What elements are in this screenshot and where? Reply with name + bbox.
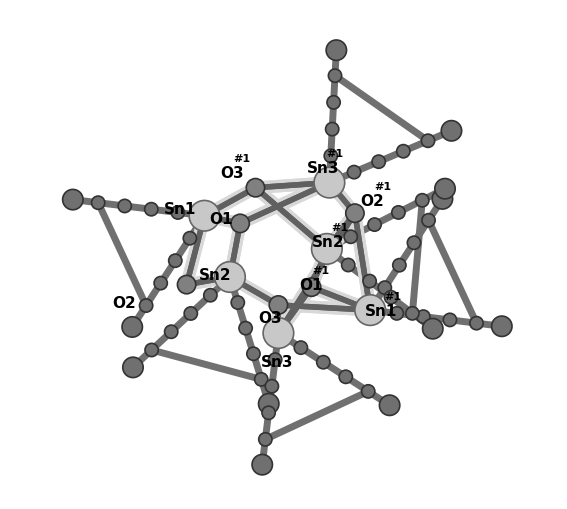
Circle shape: [344, 231, 357, 244]
Circle shape: [317, 356, 330, 369]
Circle shape: [177, 276, 196, 294]
Text: #1: #1: [374, 182, 391, 192]
Circle shape: [154, 277, 167, 290]
Circle shape: [164, 325, 178, 338]
Circle shape: [252, 455, 272, 475]
Circle shape: [231, 296, 244, 309]
Circle shape: [348, 166, 361, 179]
Circle shape: [324, 150, 337, 163]
Text: #1: #1: [384, 291, 401, 301]
Circle shape: [378, 281, 391, 295]
Circle shape: [91, 196, 105, 210]
Text: Sn1: Sn1: [164, 201, 196, 216]
Circle shape: [492, 317, 512, 337]
Circle shape: [326, 41, 346, 61]
Text: O1: O1: [210, 211, 233, 227]
Circle shape: [384, 291, 397, 304]
Circle shape: [363, 275, 376, 288]
Circle shape: [168, 254, 182, 268]
Text: Sn3: Sn3: [261, 354, 293, 369]
Text: Sn1: Sn1: [365, 303, 397, 318]
Circle shape: [269, 353, 282, 366]
Text: Sn2: Sn2: [200, 267, 232, 282]
Circle shape: [422, 214, 435, 228]
Circle shape: [62, 190, 83, 210]
Circle shape: [346, 205, 364, 223]
Circle shape: [441, 121, 462, 142]
Text: #1: #1: [234, 154, 251, 164]
Circle shape: [328, 70, 342, 83]
Circle shape: [362, 385, 375, 398]
Circle shape: [407, 237, 421, 250]
Circle shape: [390, 307, 403, 320]
Circle shape: [123, 357, 143, 378]
Circle shape: [231, 215, 249, 233]
Circle shape: [122, 317, 142, 337]
Circle shape: [204, 289, 217, 302]
Text: #1: #1: [326, 149, 343, 159]
Circle shape: [339, 371, 353, 384]
Circle shape: [368, 218, 381, 232]
Circle shape: [246, 179, 265, 197]
Circle shape: [263, 318, 294, 349]
Circle shape: [265, 380, 278, 393]
Text: O3: O3: [220, 165, 243, 181]
Circle shape: [294, 342, 307, 355]
Circle shape: [341, 259, 355, 272]
Circle shape: [302, 278, 321, 297]
Circle shape: [355, 295, 386, 326]
Circle shape: [422, 319, 443, 339]
Circle shape: [118, 200, 132, 213]
Circle shape: [393, 259, 406, 272]
Circle shape: [139, 299, 153, 313]
Circle shape: [406, 307, 419, 320]
Circle shape: [255, 373, 268, 386]
Circle shape: [171, 207, 184, 220]
Text: O1: O1: [299, 277, 322, 293]
Circle shape: [215, 262, 246, 293]
Circle shape: [269, 296, 287, 315]
Circle shape: [239, 322, 252, 335]
Text: O3: O3: [258, 310, 282, 326]
Circle shape: [325, 123, 339, 136]
Circle shape: [421, 135, 435, 148]
Circle shape: [470, 317, 483, 330]
Circle shape: [262, 406, 275, 419]
Circle shape: [247, 348, 260, 361]
Text: O2: O2: [113, 295, 137, 310]
Circle shape: [189, 201, 220, 232]
Circle shape: [259, 433, 272, 446]
Text: Sn3: Sn3: [306, 160, 339, 176]
Circle shape: [435, 179, 455, 200]
Circle shape: [259, 394, 279, 414]
Circle shape: [443, 314, 456, 327]
Circle shape: [379, 395, 400, 416]
Text: Sn2: Sn2: [311, 234, 344, 249]
Circle shape: [392, 206, 405, 219]
Circle shape: [432, 189, 452, 210]
Circle shape: [397, 145, 410, 158]
Circle shape: [145, 344, 158, 357]
Circle shape: [311, 234, 342, 265]
Circle shape: [416, 194, 429, 208]
Circle shape: [372, 156, 386, 169]
Text: #1: #1: [331, 222, 348, 233]
Circle shape: [314, 168, 345, 199]
Circle shape: [417, 310, 430, 324]
Circle shape: [145, 203, 158, 216]
Text: O2: O2: [360, 193, 384, 209]
Circle shape: [183, 232, 197, 245]
Text: #1: #1: [312, 266, 329, 276]
Circle shape: [327, 97, 340, 110]
Circle shape: [184, 307, 197, 321]
